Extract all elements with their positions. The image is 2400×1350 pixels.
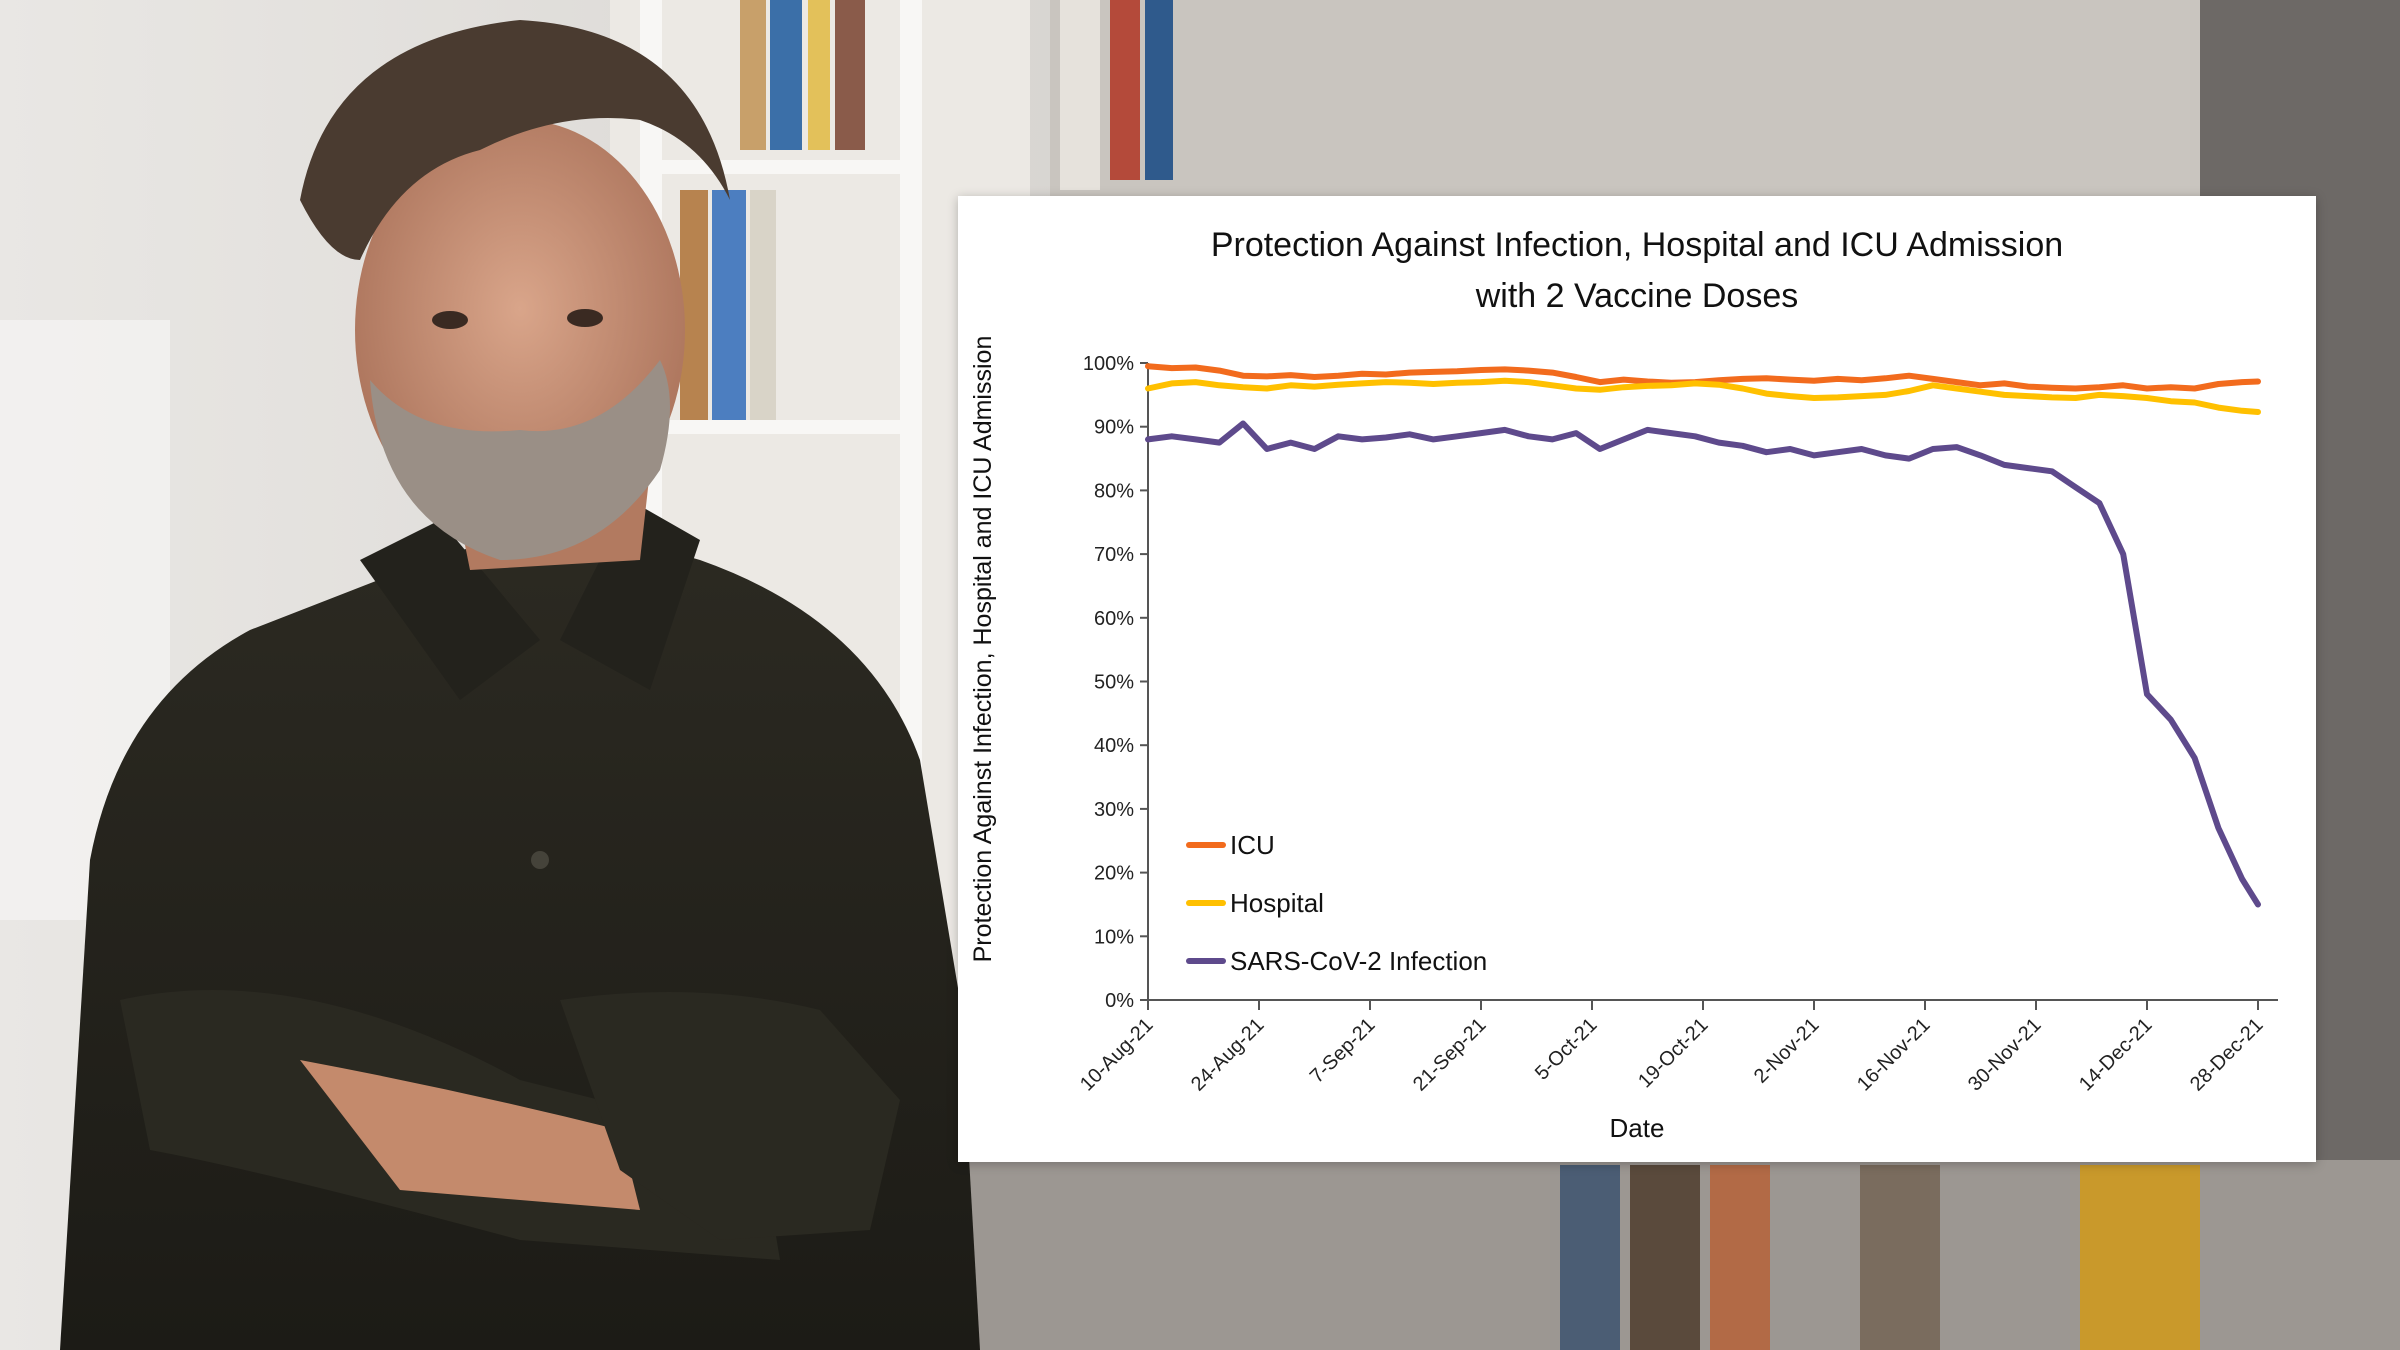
x-tick-label: 10-Aug-21 xyxy=(1076,1014,1158,1096)
legend-label-hospital: Hospital xyxy=(1230,887,1324,918)
y-tick-label: 80% xyxy=(1094,480,1134,502)
series-line-hospital xyxy=(1145,377,2261,415)
x-tick-label: 7-Sep-21 xyxy=(1306,1014,1380,1088)
x-tick-label: 21-Sep-21 xyxy=(1409,1014,1491,1096)
x-tick-label: 19-Oct-21 xyxy=(1634,1014,1712,1092)
legend-item-infection: SARS-CoV-2 Infection xyxy=(1186,944,1487,978)
x-tick-label: 28-Dec-21 xyxy=(2186,1014,2268,1096)
legend-swatch-infection xyxy=(1186,958,1226,964)
legend-swatch-icu xyxy=(1186,842,1226,848)
y-axis-label: Protection Against Infection, Hospital a… xyxy=(969,335,997,963)
y-tick-label: 90% xyxy=(1094,417,1134,439)
y-tick-label: 50% xyxy=(1094,672,1134,694)
legend-swatch-hospital xyxy=(1186,900,1226,906)
chart-title-line-1: Protection Against Infection, Hospital a… xyxy=(1210,226,2064,264)
y-tick-label: 0% xyxy=(1105,990,1134,1012)
y-tick-label: 30% xyxy=(1094,799,1134,821)
y-tick-label: 100% xyxy=(1083,353,1134,375)
x-tick-label: 30-Nov-21 xyxy=(1964,1014,2046,1096)
x-tick-label: 5-Oct-21 xyxy=(1531,1014,1602,1085)
y-tick-label: 60% xyxy=(1094,608,1134,630)
y-tick-label: 40% xyxy=(1094,735,1134,757)
y-tick-label: 70% xyxy=(1094,544,1134,566)
x-tick-label: 16-Nov-21 xyxy=(1853,1014,1935,1096)
series-line-infection xyxy=(1145,420,2261,908)
legend-item-icu: ICU xyxy=(1186,828,1275,862)
x-axis-label: Date xyxy=(1609,1113,1665,1143)
legend-label-icu: ICU xyxy=(1230,829,1275,860)
x-tick-label: 14-Dec-21 xyxy=(2075,1014,2157,1096)
chart-panel: 0% 10% 20% 30% 40% 50% 60% 70% 80% 90% 100% 10-Aug-… xyxy=(958,196,2316,1162)
chart-title-line-2: with 2 Vaccine Doses xyxy=(1475,277,1799,315)
x-tick-label: 24-Aug-21 xyxy=(1187,1014,1269,1096)
chart-canvas: 0% 10% 20% 30% 40% 50% 60% 70% 80% 90% 100% 10-Aug-… xyxy=(1076,353,2278,1096)
y-tick-label: 20% xyxy=(1094,863,1134,885)
y-tick-label: 10% xyxy=(1094,926,1134,948)
legend-item-hospital: Hospital xyxy=(1186,886,1324,920)
legend-label-infection: SARS-CoV-2 Infection xyxy=(1230,945,1488,976)
x-tick-label: 2-Nov-21 xyxy=(1750,1014,1824,1088)
